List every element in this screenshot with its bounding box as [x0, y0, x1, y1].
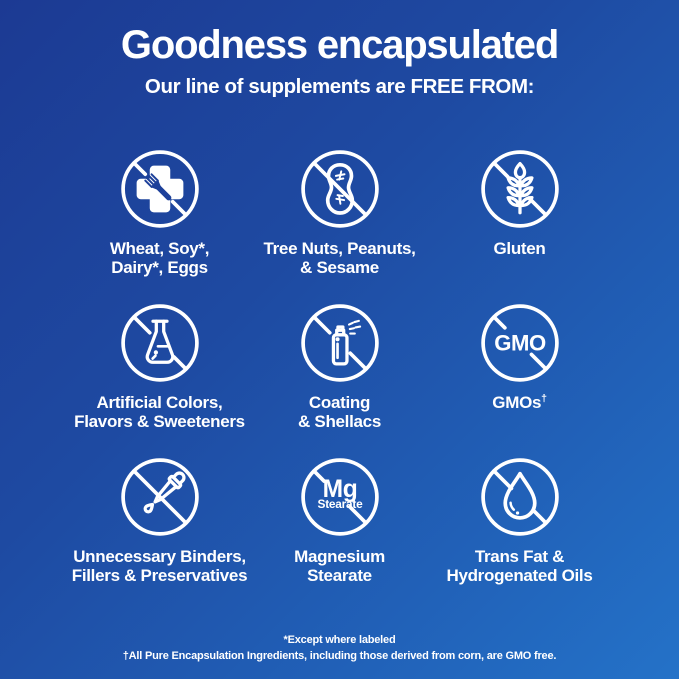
item-label-line: GMOs†	[492, 392, 547, 413]
item-label: GMOs†	[492, 392, 547, 413]
item-label-line: Hydrogenated Oils	[446, 566, 593, 586]
item-label: Tree Nuts, Peanuts, & Sesame	[263, 239, 415, 277]
mg-icon-text: Mg	[322, 476, 357, 503]
item-label-line: Unnecessary Binders,	[73, 547, 246, 567]
item-label-line: Fillers & Preservatives	[71, 566, 248, 586]
item-label: Magnesium Stearate	[294, 547, 385, 585]
item-label: Coating & Shellacs	[298, 393, 381, 431]
stearate-icon-text: Stearate	[317, 497, 363, 511]
item-label: Wheat, Soy*, Dairy*, Eggs	[109, 239, 210, 278]
item-label-line: Tree Nuts, Peanuts,	[263, 239, 416, 258]
no-mg-stearate-icon: Mg Stearate	[300, 458, 379, 536]
free-from-item-nuts: Tree Nuts, Peanuts, & Sesame	[250, 148, 430, 277]
item-label: Unnecessary Binders, Fillers & Preservat…	[72, 547, 248, 585]
free-from-item-gmo: GMO GMOs†	[430, 302, 610, 431]
free-from-item-mg-stearate: Mg Stearate Magnesium Stearate	[250, 456, 430, 585]
item-label: Gluten	[493, 239, 545, 258]
no-trans-fat-droplet-icon	[480, 458, 559, 536]
free-from-item-gluten: Gluten	[430, 148, 610, 277]
footnote-gmo: †All Pure Encapsulation Ingredients, inc…	[122, 650, 557, 663]
item-label-line: Trans Fat &	[474, 547, 565, 567]
page-title: Goodness encapsulated	[120, 23, 559, 67]
no-allergens-cross-fork-icon	[120, 150, 199, 228]
item-label: Artificial Colors, Flavors & Sweeteners	[74, 393, 245, 431]
no-artificial-flask-icon	[120, 304, 199, 382]
dagger-superscript: †	[541, 392, 547, 405]
no-gluten-wheat-icon	[480, 150, 559, 228]
header: Goodness encapsulated Our line of supple…	[0, 24, 679, 99]
item-label-line: & Shellacs	[298, 412, 381, 432]
free-from-item-binders: Unnecessary Binders, Fillers & Preservat…	[70, 456, 250, 585]
item-label-line: Coating	[308, 393, 371, 413]
free-from-item-artificial: Artificial Colors, Flavors & Sweeteners	[70, 302, 250, 431]
no-coating-spray-can-icon	[300, 304, 379, 382]
free-from-item-coating: Coating & Shellacs	[250, 302, 430, 431]
page-subtitle: Our line of supplements are FREE FROM:	[144, 75, 535, 98]
item-label-line: Gluten	[493, 239, 546, 258]
free-from-item-allergens: Wheat, Soy*, Dairy*, Eggs	[70, 148, 250, 277]
no-gmo-icon: GMO	[480, 304, 559, 382]
item-label-line: Wheat, Soy*,	[109, 239, 210, 258]
item-label-line: Dairy*, Eggs	[111, 258, 208, 278]
item-label: Trans Fat & Hydrogenated Oils	[446, 547, 592, 585]
footnotes: *Except where labeled †All Pure Encapsul…	[0, 633, 679, 665]
item-label-line: & Sesame	[300, 258, 379, 278]
no-binders-dropper-icon	[120, 458, 199, 536]
free-from-item-trans-fat: Trans Fat & Hydrogenated Oils	[430, 456, 610, 585]
gmo-icon-text: GMO	[494, 330, 546, 355]
item-label-line: Magnesium	[294, 547, 385, 567]
footnote-labeled: *Except where labeled	[283, 634, 396, 647]
no-peanut-icon	[300, 150, 379, 228]
item-label-line: Artificial Colors,	[96, 393, 223, 413]
free-from-grid: Wheat, Soy*, Dairy*, Eggs	[70, 148, 610, 585]
item-label-line: Stearate	[307, 566, 372, 586]
item-label-line: Flavors & Sweeteners	[74, 412, 245, 432]
